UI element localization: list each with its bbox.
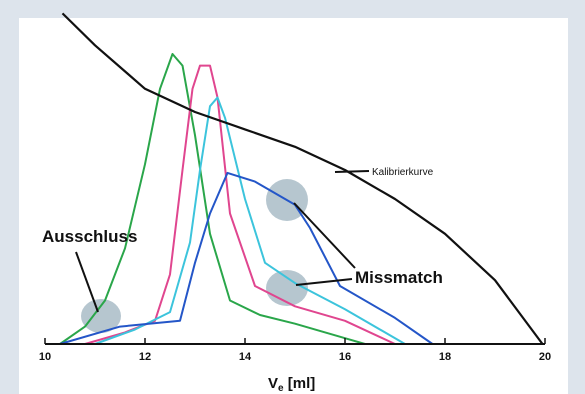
x-tick-label: 18 — [439, 351, 451, 363]
series-layer — [59, 12, 544, 345]
x-tick-label: 16 — [339, 351, 351, 363]
leader-missmatch-lower — [295, 278, 353, 286]
x-axis-label-unit: [ml] — [284, 375, 316, 392]
annotation-kalibrierkurve: Kalibrierkurve — [372, 167, 434, 178]
series-blue-line — [59, 171, 434, 345]
x-tick-label: 20 — [539, 351, 551, 363]
x-tick-label: 12 — [139, 351, 151, 363]
leader-lines — [75, 170, 370, 313]
x-tick-label: 10 — [39, 351, 51, 363]
series-black-line — [61, 12, 544, 345]
x-axis-label-sub: e — [278, 383, 284, 394]
bubble-ausschluss — [81, 299, 121, 333]
annotation-missmatch: Missmatch — [355, 268, 443, 287]
bubble-missmatch-lower — [266, 270, 308, 306]
x-tick-label: 14 — [239, 351, 252, 363]
leader-missmatch-upper — [293, 202, 356, 269]
series-cyan-line — [94, 96, 406, 345]
x-ticks: 10 12 14 16 18 20 — [39, 338, 551, 363]
x-axis-label: Ve [ml] — [268, 375, 315, 394]
series-magenta-line — [84, 64, 396, 345]
annotation-ausschluss: Ausschluss — [42, 227, 137, 246]
x-axis-label-main: V — [268, 375, 278, 392]
leader-kalibrierkurve — [334, 170, 370, 173]
series-green-line — [59, 53, 366, 345]
leader-ausschluss — [75, 251, 99, 313]
